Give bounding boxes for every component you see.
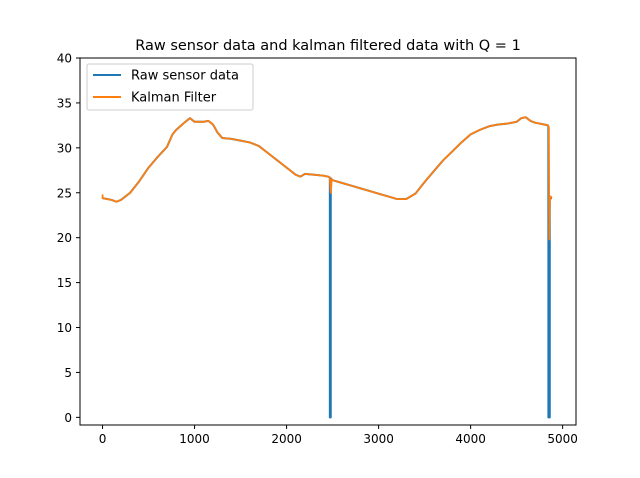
x-tick-label: 0 xyxy=(99,432,107,446)
x-tick-label: 4000 xyxy=(455,432,486,446)
y-tick-label: 35 xyxy=(57,96,72,110)
y-tick-label: 25 xyxy=(57,186,72,200)
y-tick-label: 5 xyxy=(64,366,72,380)
chart-title: Raw sensor data and kalman filtered data… xyxy=(135,38,521,54)
y-tick-label: 0 xyxy=(64,411,72,425)
plot-area: 0 1000 2000 3000 4000 5000 0 5 10 15 20 25 30 35 40 xyxy=(57,52,578,447)
legend: Raw sensor data Kalman Filter xyxy=(86,63,254,111)
legend-box xyxy=(86,63,254,111)
y-tick-label: 40 xyxy=(57,52,72,66)
axes-frame xyxy=(79,57,577,426)
x-tick-label: 5000 xyxy=(547,432,578,446)
legend-label-kalman: Kalman Filter xyxy=(131,91,217,106)
legend-label-raw: Raw sensor data xyxy=(131,69,239,84)
y-tick-label: 30 xyxy=(57,141,72,155)
x-tick-label: 3000 xyxy=(363,432,394,446)
y-tick-label: 20 xyxy=(57,231,72,245)
series-line-kalman-filter xyxy=(101,116,553,241)
y-tick-label: 10 xyxy=(57,321,72,335)
x-tick-label: 2000 xyxy=(271,432,302,446)
x-tick-label: 1000 xyxy=(179,432,210,446)
y-tick-label: 15 xyxy=(57,276,72,290)
